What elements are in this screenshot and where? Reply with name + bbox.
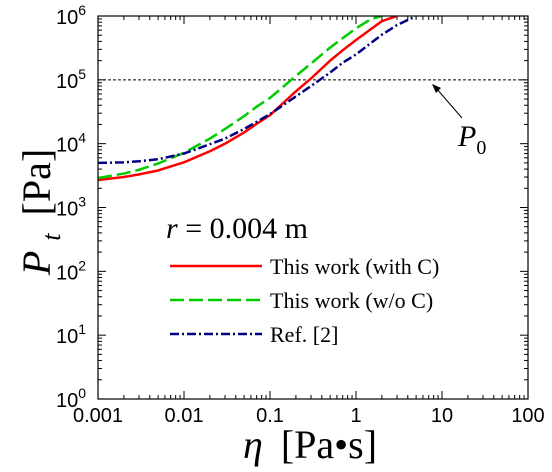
x-tick-label: 0.1 xyxy=(256,405,284,427)
y-tick-label: 106 xyxy=(56,2,86,29)
axis-ticks xyxy=(97,16,528,400)
plot-frame xyxy=(97,15,529,400)
y-tick-label: 102 xyxy=(56,257,86,284)
legend-label-2: This work (w/o C) xyxy=(270,288,433,313)
series-line-2 xyxy=(98,16,383,180)
series-line-1 xyxy=(98,16,398,182)
x-tick-label: 0.001 xyxy=(73,405,123,427)
x-axis-label: η [Pa•s] xyxy=(243,422,377,467)
svg-text:P t [Pa]: P t [Pa] xyxy=(14,149,69,276)
x-tick-label: 10 xyxy=(431,405,453,427)
y-tick-label: 104 xyxy=(56,130,86,157)
y-tick-label: 105 xyxy=(56,66,86,93)
x-axis-symbol: η xyxy=(243,422,263,467)
y-axis-subscript: t xyxy=(37,233,66,241)
p0-arrow-head xyxy=(432,84,441,93)
radius-annotation: r = 0.004 m xyxy=(166,212,308,245)
p0-arrow-shaft xyxy=(435,87,463,119)
series-group xyxy=(98,16,417,182)
x-tick-label: 1 xyxy=(350,405,361,427)
y-tick-label: 103 xyxy=(56,194,86,221)
p0-label: P0 xyxy=(457,120,486,159)
legend-label-3: Ref. [2] xyxy=(270,322,338,347)
legend: This work (with C) This work (w/o C) Ref. … xyxy=(170,254,439,347)
x-tick-label: 0.01 xyxy=(165,405,204,427)
legend-label-1: This work (with C) xyxy=(270,254,439,279)
series-line-3 xyxy=(98,16,417,165)
y-axis-label: P t [Pa] xyxy=(14,149,69,276)
y-tick-label: 101 xyxy=(56,321,86,348)
y-axis-unit: [Pa] xyxy=(14,149,59,216)
y-tick-label: 100 xyxy=(56,385,86,412)
svg-text:η [Pa•s]: η [Pa•s] xyxy=(243,422,377,467)
x-axis-unit: [Pa•s] xyxy=(281,422,377,467)
x-tick-label: 100 xyxy=(511,405,544,427)
y-axis-symbol: P xyxy=(14,251,59,276)
